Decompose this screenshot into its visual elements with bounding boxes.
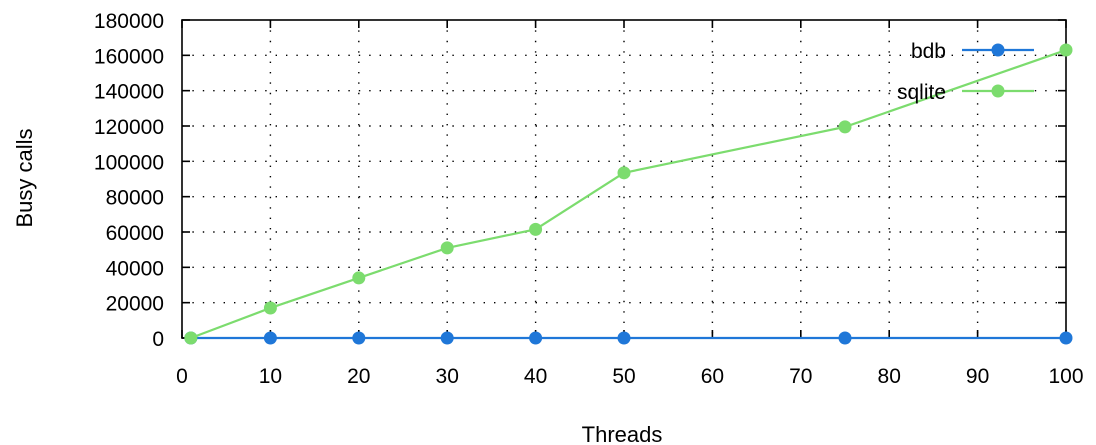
y-axis-title: Busy calls xyxy=(12,128,37,227)
data-point-sqlite xyxy=(838,120,852,134)
data-point-bdb xyxy=(529,331,543,345)
data-point-sqlite xyxy=(529,222,543,236)
y-tick-label: 80000 xyxy=(106,187,164,210)
y-tick-label: 140000 xyxy=(94,81,164,104)
data-point-bdb xyxy=(1059,331,1073,345)
x-tick-label: 100 xyxy=(1048,365,1083,388)
x-tick-label: 0 xyxy=(176,365,188,388)
data-point-bdb xyxy=(617,331,631,345)
x-tick-label: 10 xyxy=(259,365,282,388)
y-tick-label: 0 xyxy=(152,328,164,351)
x-tick-label: 20 xyxy=(347,365,370,388)
y-tick-label: 40000 xyxy=(106,257,164,280)
y-tick-label: 20000 xyxy=(106,293,164,316)
x-tick-label: 80 xyxy=(878,365,901,388)
y-tick-label: 100000 xyxy=(94,151,164,174)
series xyxy=(184,43,1073,345)
x-axis-title: Threads xyxy=(582,422,663,445)
x-tick-label: 50 xyxy=(612,365,635,388)
data-point-sqlite xyxy=(617,166,631,180)
legend-label-bdb: bdb xyxy=(911,40,946,63)
data-point-sqlite xyxy=(1059,43,1073,57)
x-tick-label: 60 xyxy=(701,365,724,388)
series-line-sqlite xyxy=(190,48,1067,340)
data-point-sqlite xyxy=(440,241,454,255)
legend: bdb sqlite xyxy=(897,40,1034,104)
legend-label-sqlite: sqlite xyxy=(897,81,946,104)
x-tick-label: 40 xyxy=(524,365,547,388)
legend-swatch-marker-bdb xyxy=(991,43,1005,57)
data-point-bdb xyxy=(263,331,277,345)
data-point-bdb xyxy=(440,331,454,345)
y-tick-label: 60000 xyxy=(106,222,164,245)
y-tick-label: 180000 xyxy=(94,10,164,33)
grid xyxy=(182,20,1066,338)
data-point-sqlite xyxy=(184,331,198,345)
axes: 0 10 20 30 40 50 60 70 80 90 100 0 20000 40000 60000 80… xyxy=(94,10,1084,388)
y-tick-label: 120000 xyxy=(94,116,164,139)
legend-swatch-marker-sqlite xyxy=(991,84,1005,98)
x-tick-label: 90 xyxy=(966,365,989,388)
data-point-sqlite xyxy=(352,271,366,285)
data-point-bdb xyxy=(838,331,852,345)
x-tick-label: 70 xyxy=(789,365,812,388)
x-tick-label: 30 xyxy=(436,365,459,388)
data-point-sqlite xyxy=(263,301,277,315)
data-point-bdb xyxy=(352,331,366,345)
y-tick-label: 160000 xyxy=(94,45,164,68)
